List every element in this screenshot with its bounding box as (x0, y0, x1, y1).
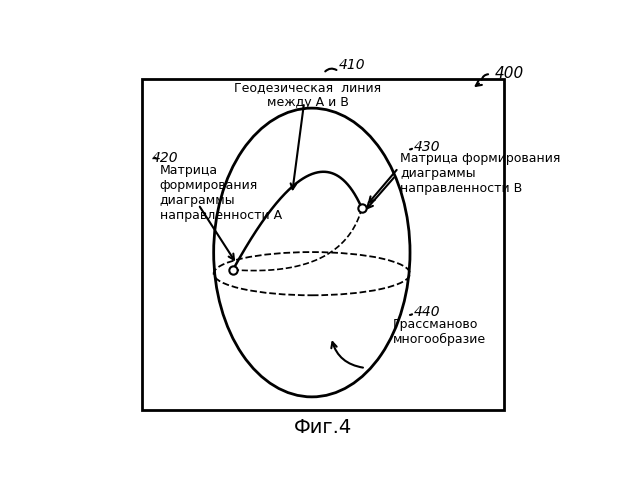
FancyBboxPatch shape (143, 79, 504, 410)
Text: Фиг.4: Фиг.4 (294, 418, 353, 437)
Text: Грассманово
многообразие: Грассманово многообразие (392, 318, 486, 346)
Ellipse shape (214, 108, 410, 397)
Text: 400: 400 (495, 66, 524, 81)
Text: Матрица
формирования
диаграммы
направленности А: Матрица формирования диаграммы направлен… (160, 164, 282, 222)
Text: Матрица формирования
диаграммы
направленности В: Матрица формирования диаграммы направлен… (401, 152, 561, 196)
Text: 440: 440 (414, 305, 440, 319)
Text: 420: 420 (152, 151, 179, 165)
Text: Геодезическая  линия
между А и В: Геодезическая линия между А и В (235, 81, 382, 109)
Text: 430: 430 (414, 140, 440, 153)
Text: 410: 410 (339, 58, 365, 71)
